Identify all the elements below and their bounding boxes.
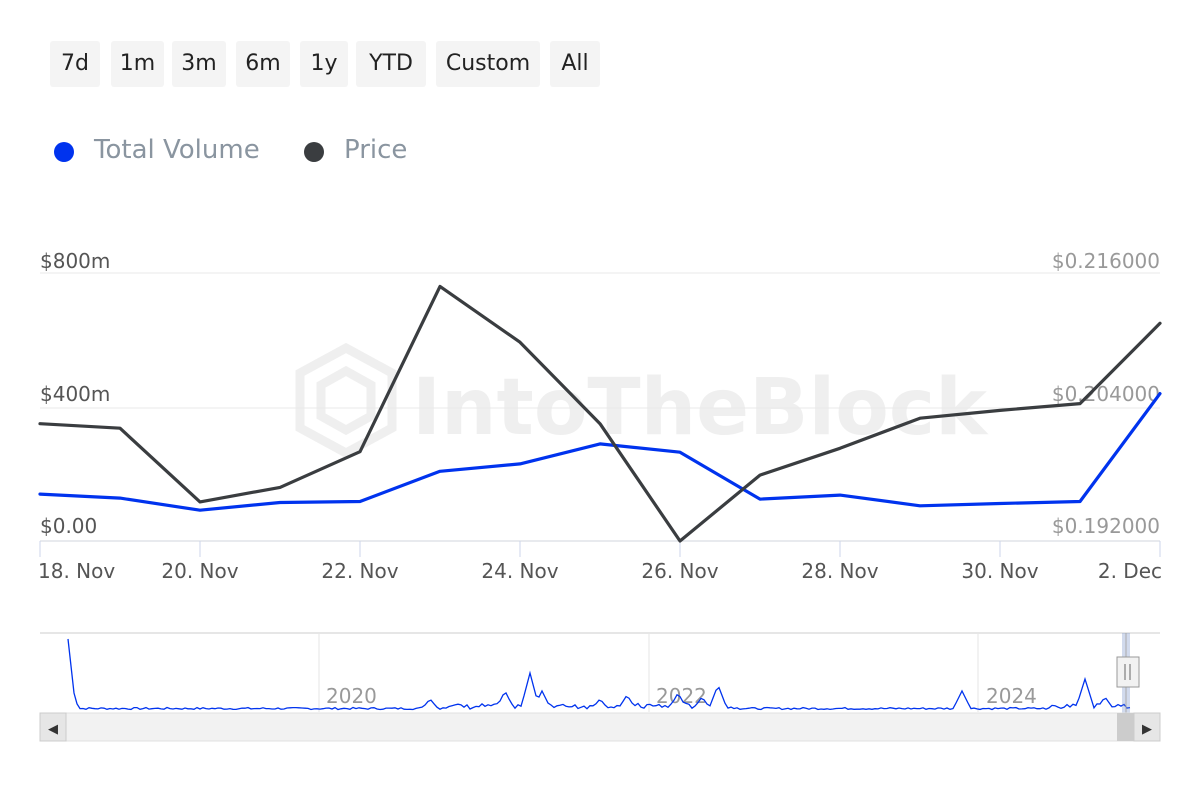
legend-item-price[interactable]: Price — [304, 130, 424, 170]
x-tick-label: 28. Nov — [801, 559, 878, 583]
series-layer — [38, 284, 1162, 543]
total-volume-series-line[interactable] — [38, 392, 1162, 512]
legend-label-total-volume: Total Volume — [94, 135, 260, 165]
x-axis: 18. Nov 20. Nov 22. Nov 24. Nov 26. Nov 28. N… — [38, 541, 1162, 583]
x-tick-label: 20. Nov — [161, 559, 238, 583]
y-left-tick-label: $400m — [40, 382, 110, 406]
navigator-selected-range[interactable] — [1122, 633, 1130, 713]
range-custom-button[interactable]: Custom — [436, 41, 540, 87]
y-left-tick-label: $800m — [40, 249, 110, 273]
y-left-tick-label: $0.00 — [40, 514, 97, 538]
x-tick-label: 30. Nov — [961, 559, 1038, 583]
grid — [40, 272, 1160, 542]
x-tick-label: 26. Nov — [641, 559, 718, 583]
y-right-tick-label: $0.192000 — [1052, 514, 1160, 538]
y-axis-left: $800m $400m $0.00 — [40, 249, 110, 538]
range-7d-button[interactable]: 7d — [50, 41, 100, 87]
navigator-volume-line — [67, 638, 1131, 711]
scrollbar-thumb[interactable] — [1117, 713, 1134, 741]
range-6m-button[interactable]: 6m — [236, 41, 290, 87]
watermark-logo-icon — [295, 342, 397, 459]
navigator-year-label: 2024 — [986, 684, 1037, 708]
watermark: IntoTheBlock — [295, 342, 989, 459]
navigator-year-label: 2022 — [656, 684, 707, 708]
navigator-scrollbar: ◀ ▶ — [39, 712, 1161, 742]
scroll-left-arrow-icon: ◀ — [48, 722, 58, 737]
x-tick-label: 18. Nov — [38, 559, 115, 583]
navigator-handle[interactable] — [1116, 656, 1140, 688]
legend-item-total-volume[interactable]: Total Volume — [54, 130, 274, 170]
x-tick-label: 22. Nov — [321, 559, 398, 583]
legend-dot-total-volume — [54, 142, 74, 162]
scrollbar-right-button[interactable] — [1133, 712, 1161, 742]
x-tick-label: 2. Dec — [1098, 559, 1162, 583]
navigator-year-label: 2020 — [326, 684, 377, 708]
legend-dot-price — [304, 142, 324, 162]
navigator: 2020 2022 2024 — [40, 632, 1160, 713]
price-series-line[interactable] — [38, 284, 1162, 543]
y-right-tick-label: $0.204000 — [1052, 382, 1160, 406]
range-3m-button[interactable]: 3m — [172, 41, 226, 87]
range-ytd-button[interactable]: YTD — [356, 41, 426, 87]
watermark-text: IntoTheBlock — [412, 363, 989, 453]
range-1m-button[interactable]: 1m — [111, 41, 164, 87]
x-tick-label: 24. Nov — [481, 559, 558, 583]
scroll-right-arrow-icon: ▶ — [1142, 722, 1152, 737]
y-right-tick-label: $0.216000 — [1052, 249, 1160, 273]
scrollbar-left-button[interactable] — [39, 712, 67, 742]
range-1y-button[interactable]: 1y — [300, 41, 348, 87]
scrollbar-track[interactable] — [39, 712, 1161, 742]
y-axis-right: $0.216000 $0.204000 $0.192000 — [1052, 249, 1160, 538]
range-all-button[interactable]: All — [550, 41, 600, 87]
legend-label-price: Price — [344, 135, 408, 165]
